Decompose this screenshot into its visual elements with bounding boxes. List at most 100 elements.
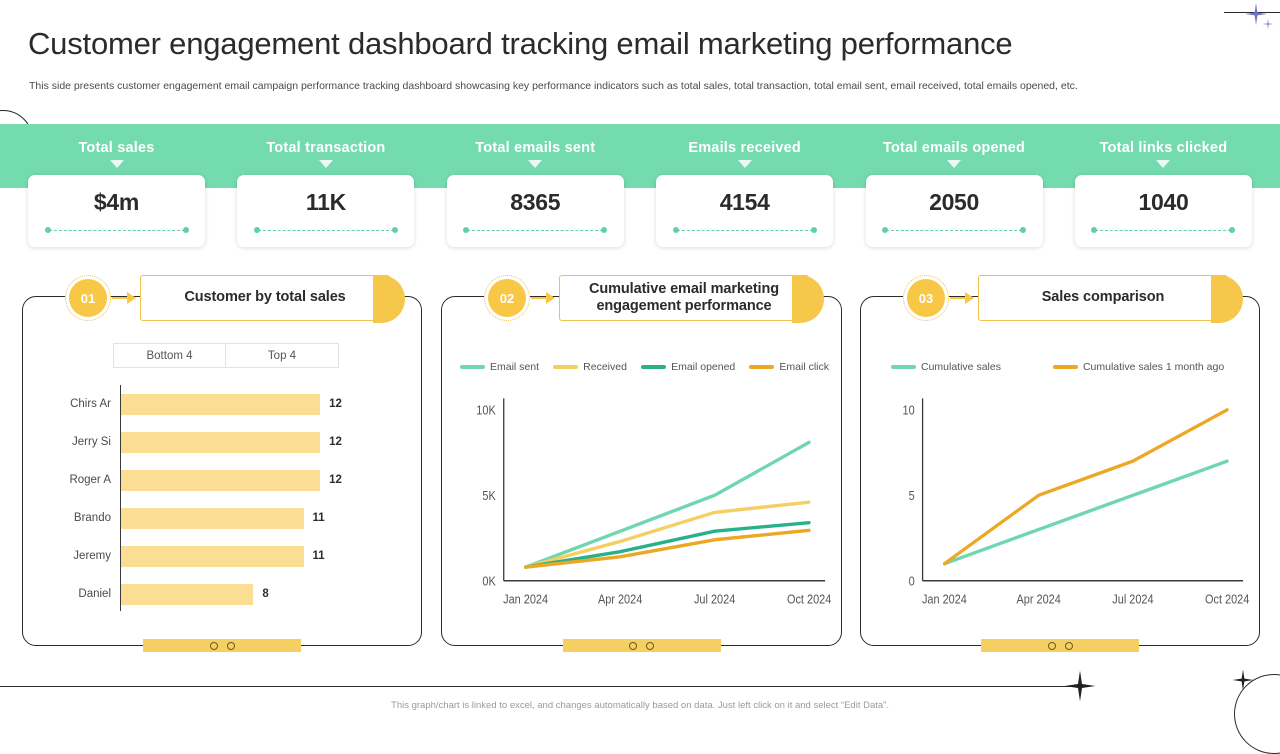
legend-item-email-click[interactable]: Email click xyxy=(749,361,829,373)
page-title: Customer engagement dashboard tracking e… xyxy=(28,26,1013,61)
legend-item-received[interactable]: Received xyxy=(553,361,627,373)
line-chart-sales-comparison: 0 5 10 Jan 2024 Apr 2024 Jul 2024 Oct 2024 xyxy=(871,387,1251,615)
x-axis-tick-label: Oct 2024 xyxy=(1205,593,1250,607)
legend-item-email-opened[interactable]: Email opened xyxy=(641,361,735,373)
panel-title-pill: Customer by total sales xyxy=(140,275,405,323)
decor-line-top-right xyxy=(1224,12,1280,13)
kpi-value-card: 11K xyxy=(237,175,415,247)
x-axis-tick-label: Apr 2024 xyxy=(1017,593,1062,607)
panel-pagination[interactable] xyxy=(562,639,721,652)
caret-down-icon xyxy=(318,160,333,168)
legend-item-cumulative-sales[interactable]: Cumulative sales xyxy=(891,361,1001,373)
kpi-card-total-links-clicked[interactable]: Total links clicked 1040 xyxy=(1074,124,1252,254)
kpi-value: 2050 xyxy=(929,188,980,215)
kpi-label: Total links clicked xyxy=(1099,140,1228,156)
bar-row: Jeremy 11 xyxy=(41,537,405,575)
kpi-label: Total transaction xyxy=(266,140,386,156)
bar-row: Jerry Si 12 xyxy=(41,423,405,461)
pagination-dot-icon[interactable] xyxy=(209,641,218,650)
bar-fill xyxy=(120,583,254,605)
sparkle-small-icon xyxy=(1262,18,1274,30)
pagination-dot-icon[interactable] xyxy=(629,641,637,650)
kpi-underline xyxy=(463,226,608,234)
bar-category-label: Chirs Ar xyxy=(70,398,111,410)
arrow-right-icon xyxy=(531,291,559,305)
bar-value-label: 11 xyxy=(312,512,325,524)
dot-icon xyxy=(44,226,51,233)
panel-pagination[interactable] xyxy=(981,639,1139,652)
kpi-value-card: 4154 xyxy=(656,175,834,247)
legend-label: Email click xyxy=(779,361,829,373)
panel-header: 01 Customer by total sales xyxy=(65,274,405,323)
pagination-dot-icon[interactable] xyxy=(226,641,235,650)
kpi-card-emails-received[interactable]: Emails received 4154 xyxy=(656,124,834,254)
bar-row: Daniel 8 xyxy=(41,575,405,613)
panel-number-badge: 01 xyxy=(65,275,111,321)
toggle-top-4[interactable]: Top 4 xyxy=(226,343,339,368)
legend-label: Email sent xyxy=(490,361,540,373)
legend-label: Received xyxy=(583,361,627,373)
y-axis-tick-label: 10K xyxy=(476,404,496,418)
legend-swatch-icon xyxy=(891,365,916,369)
dot-icon xyxy=(463,226,470,233)
decor-line-bottom-left xyxy=(0,685,1080,687)
panel-customer-by-total-sales: 01 Customer by total sales Bottom 4 Top … xyxy=(22,275,422,652)
series-line xyxy=(524,440,811,569)
arrow-right-icon xyxy=(112,291,140,305)
dot-icon xyxy=(882,226,889,233)
panel-title: Cumulative email marketing engagement pe… xyxy=(589,280,779,314)
legend-swatch-icon xyxy=(641,365,667,369)
bar-row: Chirs Ar 12 xyxy=(41,385,405,423)
kpi-value-card: 8365 xyxy=(446,175,624,247)
sparkle-icon xyxy=(1245,3,1267,25)
pagination-dot-icon[interactable] xyxy=(646,641,654,650)
pagination-dot-icon[interactable] xyxy=(1064,641,1073,650)
bar-fill xyxy=(120,545,304,567)
kpi-label: Total sales xyxy=(78,140,155,156)
arrow-right-icon xyxy=(950,291,978,305)
kpi-value: 1040 xyxy=(1138,188,1189,215)
legend-label: Cumulative sales xyxy=(921,361,1001,373)
kpi-card-total-emails-sent[interactable]: Total emails sent 8365 xyxy=(446,124,624,254)
kpi-label: Total emails opened xyxy=(883,140,1026,156)
kpi-card-total-emails-opened[interactable]: Total emails opened 2050 xyxy=(865,124,1043,254)
pagination-dot-icon[interactable] xyxy=(1047,641,1056,650)
legend-swatch-icon xyxy=(553,365,579,369)
bar-fill xyxy=(120,431,321,453)
kpi-card-total-transaction[interactable]: Total transaction 11K xyxy=(237,124,415,254)
bar-fill xyxy=(120,507,304,529)
dot-icon xyxy=(601,226,608,233)
panel-pagination[interactable] xyxy=(143,639,301,652)
legend-item-cumulative-sales-1-month-ago[interactable]: Cumulative sales 1 month ago xyxy=(1052,361,1224,373)
legend-swatch-icon xyxy=(460,365,485,369)
y-axis-tick-label: 0K xyxy=(482,575,496,589)
kpi-card-total-sales[interactable]: Total sales $4m xyxy=(28,124,205,254)
series-line xyxy=(524,520,811,569)
panel-title: Customer by total sales xyxy=(184,289,346,306)
panel-title-pill: Sales comparison xyxy=(978,275,1243,323)
x-axis-tick-label: Oct 2024 xyxy=(787,593,832,607)
kpi-label: Total emails sent xyxy=(475,140,596,156)
sparkle-icon xyxy=(1232,669,1254,691)
panel-number-badge: 03 xyxy=(903,275,949,321)
bar-row: Brando 11 xyxy=(41,499,405,537)
bar-fill xyxy=(120,393,321,415)
bar-category-label: Brando xyxy=(73,512,111,524)
kpi-value: 8365 xyxy=(510,188,561,215)
dot-icon xyxy=(1020,226,1027,233)
kpi-underline xyxy=(44,226,189,234)
chart-legend: Cumulative sales Cumulative sales 1 mont… xyxy=(879,361,1247,373)
bar-value-label: 12 xyxy=(329,436,342,448)
bar-row: Roger A 12 xyxy=(41,461,405,499)
chart-y-axis xyxy=(120,385,122,611)
panel-cumulative-email-engagement: 02 Cumulative email marketing engagement… xyxy=(441,275,842,652)
kpi-value: $4m xyxy=(93,188,140,215)
kpi-underline xyxy=(1091,226,1236,234)
series-line xyxy=(942,459,1229,566)
legend-item-email-sent[interactable]: Email sent xyxy=(460,361,539,373)
legend-label: Email opened xyxy=(671,361,736,373)
caret-down-icon xyxy=(1156,160,1171,168)
toggle-bottom-4[interactable]: Bottom 4 xyxy=(113,343,226,368)
bar-value-label: 12 xyxy=(329,474,342,486)
kpi-label: Emails received xyxy=(688,140,801,156)
